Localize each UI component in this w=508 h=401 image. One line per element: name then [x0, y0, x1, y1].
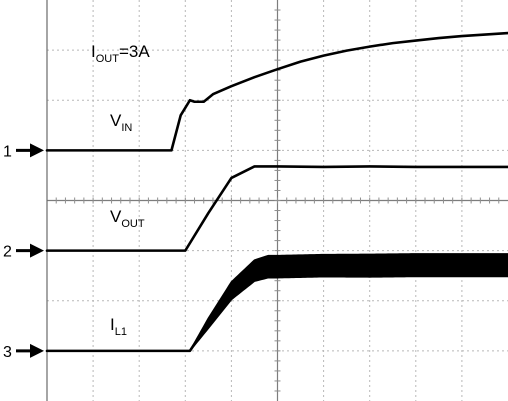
iout-label-sub: OUT — [96, 53, 120, 65]
il1-trace — [45, 263, 508, 353]
channel-3-number: 3 — [3, 344, 12, 361]
vout-label-main: V — [110, 207, 122, 226]
channel-3-arrow-icon — [30, 343, 44, 358]
plot-traces — [45, 31, 508, 353]
channel-1-number: 1 — [3, 143, 12, 160]
channel-markers: 1 2 3 — [3, 143, 44, 361]
il1-trace-ripple — [47, 253, 508, 352]
iout-label: IOUT=3A — [91, 42, 150, 65]
il1-label-sub: L1 — [115, 326, 127, 338]
vin-label-sub: IN — [121, 122, 132, 134]
vout-label: VOUT — [110, 207, 145, 230]
vin-trace — [45, 31, 508, 152]
il1-label: IL1 — [110, 315, 127, 338]
vin-label: VIN — [110, 111, 132, 134]
channel-1-arrow-icon — [30, 143, 44, 158]
vout-label-sub: OUT — [121, 218, 145, 230]
channel-2-number: 2 — [3, 244, 12, 261]
channel-2-arrow-icon — [30, 243, 44, 258]
vout-trace — [45, 165, 508, 252]
vin-label-main: V — [110, 111, 122, 130]
il1-label-main: I — [110, 315, 115, 334]
iout-label-suffix: =3A — [119, 42, 150, 61]
iout-label-main: I — [91, 42, 96, 61]
